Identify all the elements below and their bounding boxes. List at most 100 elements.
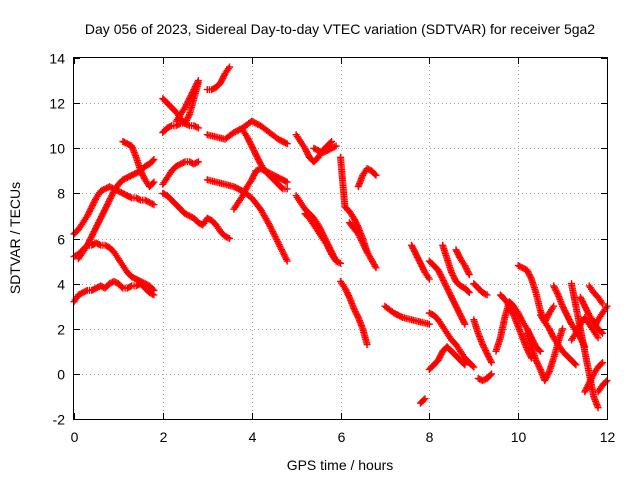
data-point [358, 237, 365, 245]
data-point [283, 178, 291, 186]
data-point [86, 237, 93, 245]
data-point [327, 139, 334, 147]
data-point [126, 193, 134, 201]
data-point [265, 221, 273, 229]
data-point [602, 378, 610, 386]
data-point [358, 238, 366, 246]
y-tick-label: 6 [57, 232, 65, 248]
data-point [469, 362, 477, 370]
data-point [571, 360, 579, 368]
data-point [536, 364, 544, 372]
data-point [354, 312, 361, 320]
points-layer [70, 63, 611, 412]
data-point [594, 334, 602, 342]
data-point [150, 178, 158, 186]
ticks-layer: 0 2 4 6 8 10 12 -2 0 2 4 6 8 10 12 14 [49, 51, 615, 446]
data-point [193, 123, 201, 131]
y-tick-label: 4 [57, 277, 65, 293]
data-point [444, 286, 452, 294]
data-point [360, 242, 368, 249]
data-point [572, 361, 580, 369]
data-point [465, 271, 473, 279]
data-point [460, 360, 468, 368]
data-point [350, 304, 358, 312]
data-point [328, 138, 336, 145]
y-tick-label: 10 [49, 141, 65, 157]
data-point [594, 404, 602, 412]
data-point [354, 222, 361, 230]
x-axis-label: GPS time / hours [287, 457, 394, 473]
data-point [270, 231, 278, 239]
data-point [535, 346, 543, 354]
x-tick-label: 0 [71, 429, 79, 445]
data-point [356, 233, 364, 241]
y-tick-label: -2 [53, 412, 66, 428]
data-point [559, 325, 567, 333]
data-point [150, 286, 158, 294]
data-point [372, 171, 380, 179]
data-point [283, 257, 291, 265]
data-point [448, 268, 455, 276]
data-point [150, 201, 158, 209]
data-point [282, 254, 290, 262]
data-point [276, 242, 284, 250]
data-point [371, 170, 379, 178]
data-point [599, 329, 607, 337]
data-point [461, 320, 469, 328]
data-point [345, 292, 353, 300]
data-point [194, 124, 202, 132]
data-point [268, 226, 276, 234]
data-point [464, 288, 472, 295]
data-point [226, 63, 233, 71]
data-point [104, 199, 112, 207]
x-tick-label: 6 [338, 429, 346, 445]
data-point [465, 289, 473, 297]
data-point [420, 396, 428, 404]
y-tick-label: 0 [57, 367, 65, 383]
data-point [194, 77, 202, 85]
data-point [278, 184, 286, 192]
data-point [166, 122, 174, 130]
data-point [479, 341, 487, 348]
data-point [425, 275, 433, 283]
data-point [275, 241, 283, 249]
data-point [185, 112, 193, 120]
data-point [224, 234, 232, 242]
data-point [283, 140, 291, 148]
chart-title: Day 056 of 2023, Sidereal Day-to-day VTE… [85, 21, 595, 37]
x-tick-label: 2 [160, 429, 168, 445]
data-point [282, 177, 290, 185]
data-point [194, 78, 202, 86]
data-point [372, 264, 380, 272]
data-point [597, 360, 605, 368]
data-point [363, 341, 371, 348]
data-point [536, 347, 544, 355]
y-tick-label: 2 [57, 322, 65, 338]
data-point [397, 313, 405, 321]
data-point [488, 359, 495, 367]
data-point [545, 369, 552, 377]
data-point [332, 257, 340, 265]
data-point [483, 291, 491, 299]
data-point [272, 234, 280, 242]
data-point [599, 300, 607, 308]
data-point [274, 237, 281, 245]
data-point [371, 262, 379, 270]
data-point [149, 179, 157, 187]
y-axis-label: SDTVAR / TECUs [7, 182, 23, 294]
data-point [354, 230, 362, 238]
data-point [135, 195, 143, 203]
y-tick-label: 14 [49, 51, 65, 67]
x-tick-label: 12 [600, 429, 616, 445]
data-point [488, 370, 495, 378]
data-point [150, 156, 158, 163]
data-point [342, 287, 350, 295]
data-point [337, 259, 344, 267]
y-tick-label: 12 [49, 96, 65, 112]
data-point [194, 158, 202, 166]
data-point [574, 325, 582, 333]
data-point [460, 319, 468, 327]
data-point [332, 142, 340, 150]
data-point [283, 185, 291, 193]
